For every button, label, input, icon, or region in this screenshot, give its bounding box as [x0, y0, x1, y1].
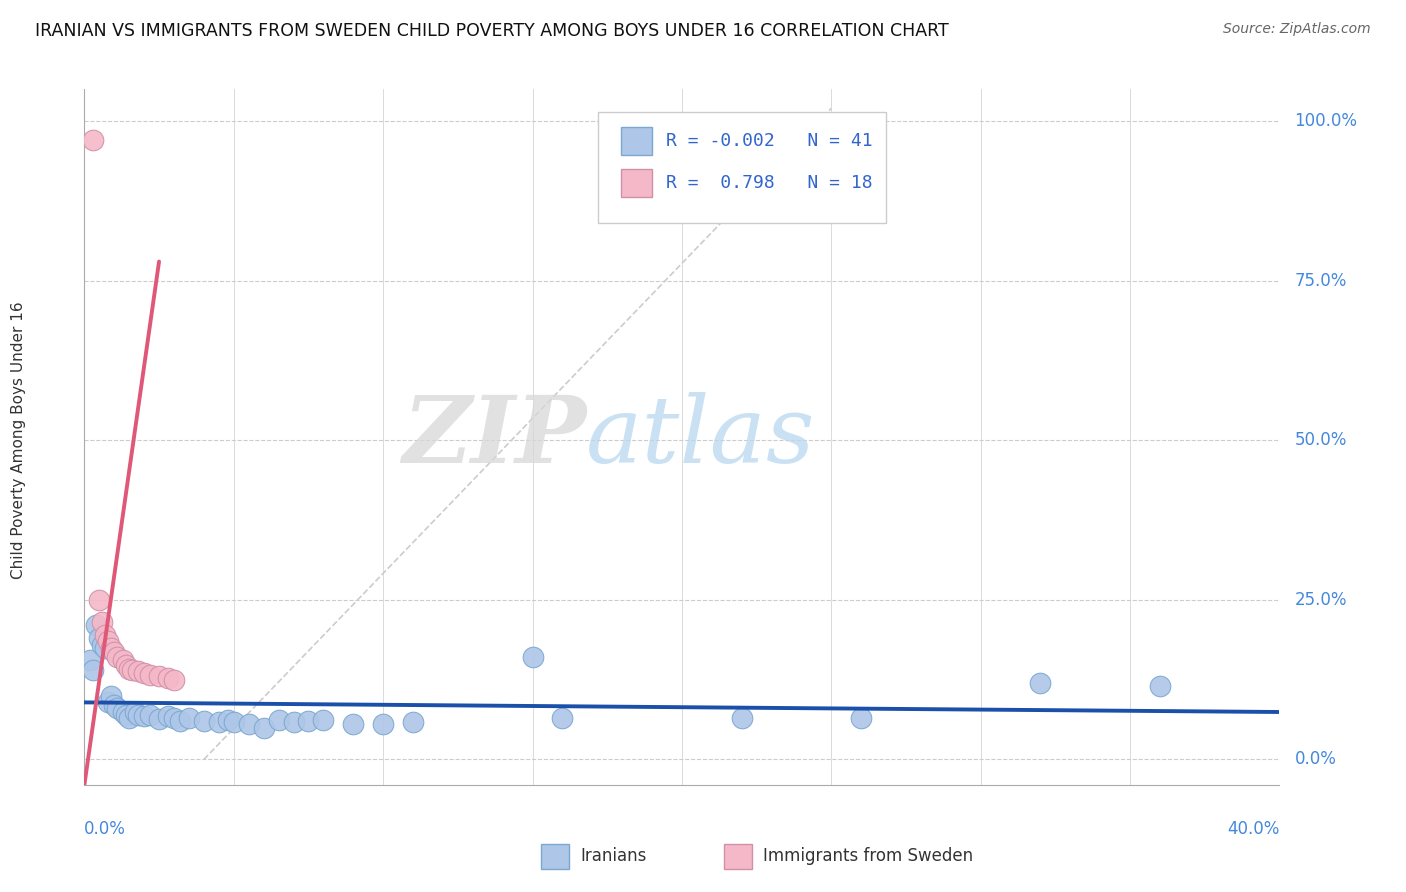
Point [97, 634, 120, 648]
Text: 100.0%: 100.0% [1295, 112, 1357, 130]
Point [139, 707, 162, 722]
Text: 25.0%: 25.0% [1295, 591, 1347, 609]
Point [342, 717, 364, 731]
Point [297, 714, 319, 728]
Text: 40.0%: 40.0% [1227, 820, 1279, 838]
Point [238, 717, 260, 731]
Point [312, 713, 335, 727]
Text: R = -0.002   N = 41: R = -0.002 N = 41 [666, 132, 873, 150]
Text: Immigrants from Sweden: Immigrants from Sweden [763, 847, 973, 865]
Text: 0.0%: 0.0% [84, 820, 127, 838]
Point [82, 133, 104, 147]
Text: 0.0%: 0.0% [1295, 750, 1336, 768]
Point [177, 711, 200, 725]
Point [132, 709, 156, 723]
Point [118, 662, 141, 676]
Point [112, 705, 135, 719]
Text: IRANIAN VS IMMIGRANTS FROM SWEDEN CHILD POVERTY AMONG BOYS UNDER 16 CORRELATION : IRANIAN VS IMMIGRANTS FROM SWEDEN CHILD … [35, 22, 949, 40]
Text: R =  0.798   N = 18: R = 0.798 N = 18 [666, 174, 873, 192]
Point [402, 715, 425, 730]
Point [97, 695, 120, 709]
Point [100, 640, 122, 655]
Point [105, 701, 128, 715]
Point [157, 709, 180, 723]
Text: Iranians: Iranians [581, 847, 647, 865]
Point [89, 592, 111, 607]
Text: ZIP: ZIP [402, 392, 586, 482]
Point [169, 714, 191, 728]
Point [373, 717, 395, 731]
Point [79, 653, 101, 667]
Text: atlas: atlas [586, 392, 815, 482]
Point [127, 707, 149, 722]
Point [127, 665, 149, 679]
Point [217, 713, 239, 727]
Point [1029, 676, 1052, 690]
Point [139, 668, 162, 682]
Point [157, 671, 180, 685]
Point [222, 715, 245, 730]
Point [94, 640, 117, 655]
Point [731, 711, 754, 725]
Point [148, 712, 170, 726]
Text: 50.0%: 50.0% [1295, 431, 1347, 450]
Point [103, 698, 125, 713]
Point [148, 669, 170, 683]
Point [193, 714, 215, 728]
Point [100, 689, 122, 703]
Point [124, 705, 146, 719]
Point [267, 713, 290, 727]
Point [115, 657, 138, 672]
Point [105, 650, 128, 665]
Point [91, 615, 114, 630]
Point [551, 711, 574, 725]
Point [283, 715, 305, 730]
Point [82, 663, 104, 677]
Point [1149, 679, 1171, 693]
Point [851, 711, 873, 725]
Point [94, 628, 117, 642]
Point [208, 715, 231, 730]
Point [522, 650, 544, 665]
Text: 75.0%: 75.0% [1295, 272, 1347, 290]
Point [115, 707, 138, 722]
Point [132, 666, 156, 681]
Point [103, 645, 125, 659]
Point [253, 721, 276, 735]
Point [91, 638, 114, 652]
Point [89, 631, 111, 645]
Point [163, 711, 186, 725]
Text: Child Poverty Among Boys Under 16: Child Poverty Among Boys Under 16 [11, 301, 27, 579]
Point [86, 618, 108, 632]
Point [118, 711, 141, 725]
Text: Source: ZipAtlas.com: Source: ZipAtlas.com [1223, 22, 1371, 37]
Point [121, 663, 143, 677]
Point [112, 653, 135, 667]
Point [163, 673, 186, 687]
